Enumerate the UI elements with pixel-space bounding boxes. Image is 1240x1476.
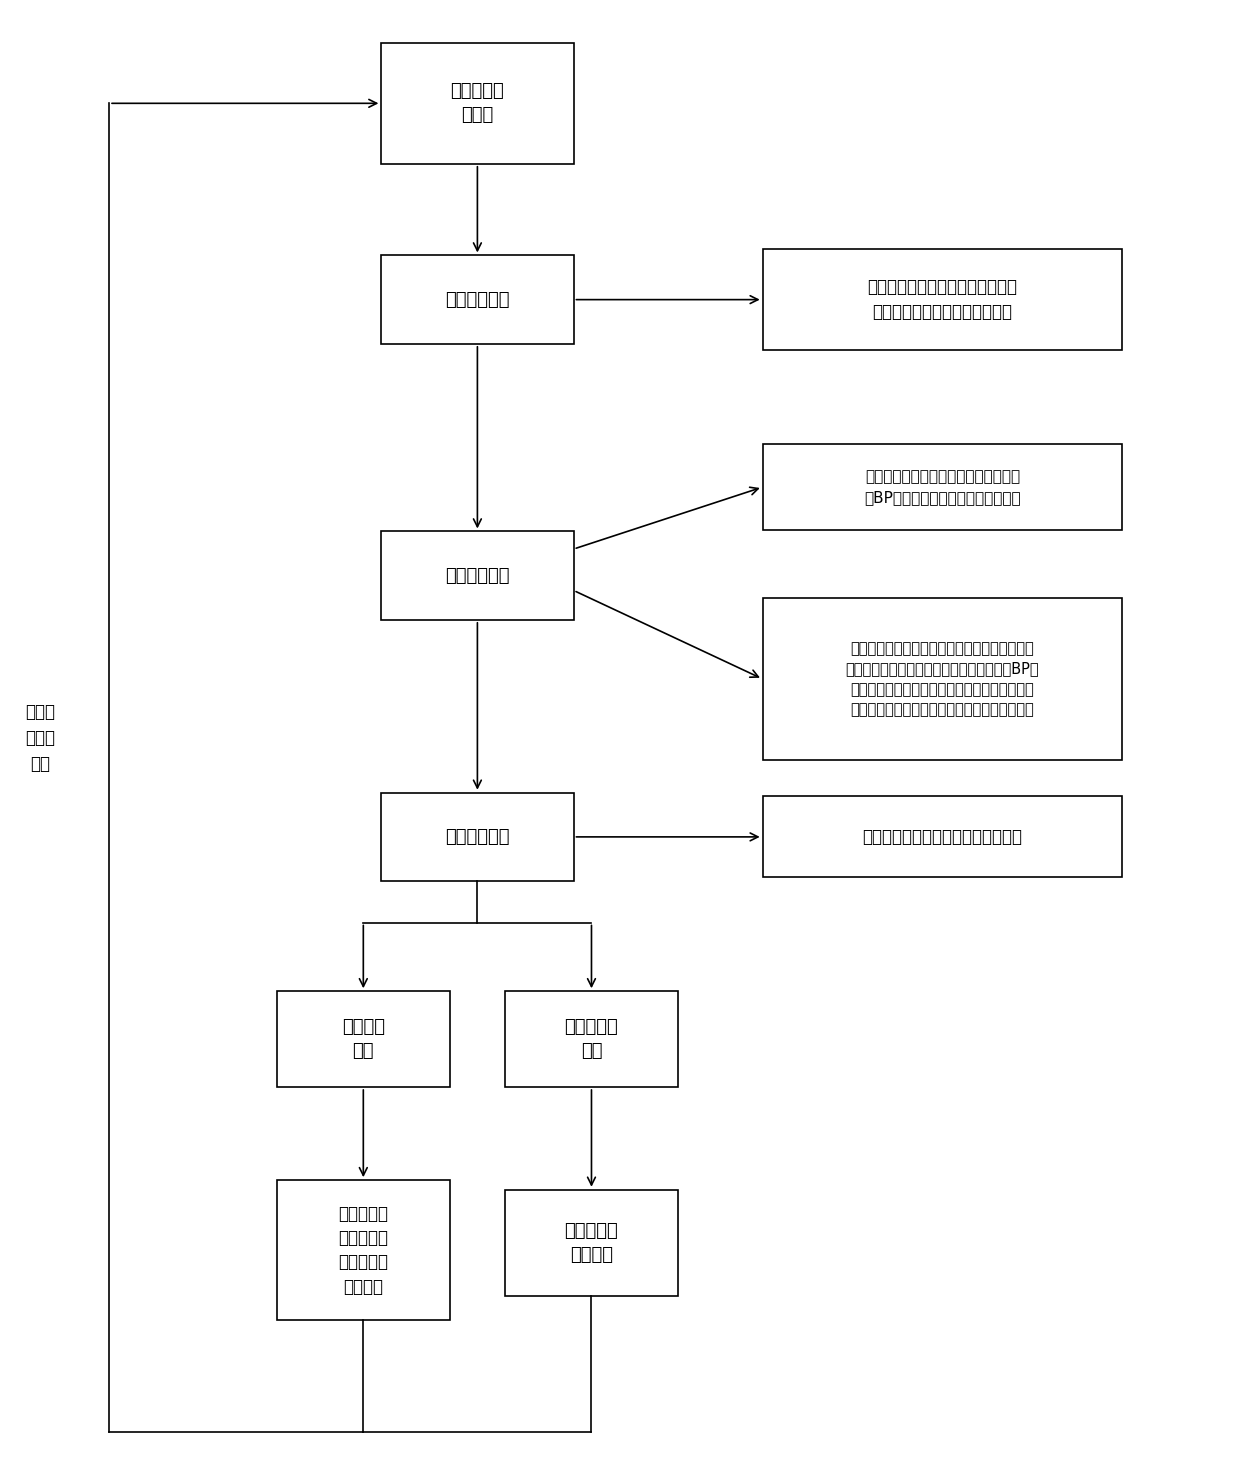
Bar <box>763 444 1122 530</box>
Text: 激光预热工
件表面: 激光预热工 件表面 <box>450 83 505 124</box>
Bar <box>382 43 573 164</box>
Text: 同轴红外测温: 同轴红外测温 <box>445 291 510 308</box>
Text: 数据处理单元: 数据处理单元 <box>445 567 510 584</box>
Text: 反馈调节单元: 反馈调节单元 <box>445 828 510 846</box>
Bar <box>277 992 450 1086</box>
Text: 控制夹具的
三自由度变
换，改变激
光头位姿: 控制夹具的 三自由度变 换，改变激 光头位姿 <box>339 1204 388 1296</box>
Bar <box>505 1190 678 1296</box>
Text: 实时温
度测量
反馈: 实时温 度测量 反馈 <box>25 703 55 773</box>
Text: 红外与激光同轴光路，保证激光头
位姿变换时，仍能打在同一点上: 红外与激光同轴光路，保证激光头 位姿变换时，仍能打在同一点上 <box>868 279 1017 320</box>
Bar <box>505 992 678 1086</box>
Bar <box>763 797 1122 877</box>
Text: 测温反馈之前先实验获得训练样本，训
练BP神经网络模型，得到隐含层权值: 测温反馈之前先实验获得训练样本，训 练BP神经网络模型，得到隐含层权值 <box>864 469 1021 505</box>
Bar <box>382 255 573 344</box>
Bar <box>382 531 573 620</box>
Text: 进行测温反馈时，将实测温度、预设目标温度、
初始位姿、激光输出功率输入到训练完毕的BP神
经网络模型中，输出激光功率和激光头位姿的补
偿量至反馈调节单元，同时设: 进行测温反馈时，将实测温度、预设目标温度、 初始位姿、激光输出功率输入到训练完毕… <box>846 641 1039 717</box>
Text: 将补偿量转换为可以执行的动作指令: 将补偿量转换为可以执行的动作指令 <box>862 828 1023 846</box>
Bar <box>763 598 1122 760</box>
Text: 控制激光器
输出功率: 控制激光器 输出功率 <box>564 1222 619 1263</box>
Text: 激光器控制
单元: 激光器控制 单元 <box>564 1018 619 1060</box>
Bar <box>382 793 573 881</box>
Text: 夹具控制
单元: 夹具控制 单元 <box>342 1018 384 1060</box>
Bar <box>763 249 1122 350</box>
Bar <box>277 1181 450 1320</box>
